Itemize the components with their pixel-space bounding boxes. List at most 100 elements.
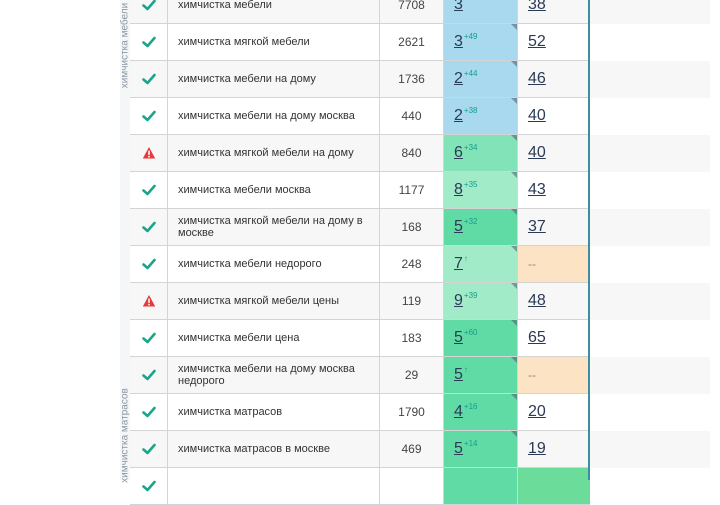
competitor-link[interactable]: 38	[528, 0, 546, 13]
competitor-link[interactable]: 65	[528, 329, 546, 346]
volume-cell: 29	[380, 357, 444, 394]
check-icon	[141, 406, 156, 418]
position-link[interactable]: 9	[454, 292, 463, 309]
volume-cell: 1790	[380, 394, 444, 431]
status-cell	[130, 172, 168, 209]
competitor-cell[interactable]: 38	[518, 0, 590, 24]
competitor-link[interactable]: 43	[528, 181, 546, 198]
table-row: химчистка мебели на дому москва 440 2 +38 40	[130, 98, 710, 135]
position-link[interactable]: 2	[454, 107, 463, 124]
table-row: химчистка мебели на дому 1736 2 +44 46	[130, 61, 710, 98]
position-cell[interactable]: 5 +60	[444, 320, 518, 357]
keyword-cell: химчистка мягкой мебели на дому в москве	[168, 209, 380, 246]
competitor-link[interactable]: 19	[528, 440, 546, 457]
position-cell[interactable]	[444, 468, 518, 505]
position-cell[interactable]: 5 +32	[444, 209, 518, 246]
position-cell[interactable]: 3 +49	[444, 24, 518, 61]
table-row: химчистка мебели цена 183 5 +60 65	[130, 320, 710, 357]
warning-icon	[142, 147, 155, 159]
position-delta: +44	[463, 68, 478, 78]
position-delta: +39	[463, 290, 478, 300]
competitor-link[interactable]: 52	[528, 33, 546, 50]
competitor-cell[interactable]: 52	[518, 24, 590, 61]
check-icon	[141, 73, 156, 85]
competitor-cell[interactable]: 65	[518, 320, 590, 357]
position-link[interactable]: 5	[454, 440, 463, 457]
position-cell[interactable]: 7 ↑	[444, 246, 518, 283]
position-delta: ↑	[463, 253, 468, 263]
position-link[interactable]: 7	[454, 255, 463, 272]
position-cell[interactable]: 8 +35	[444, 172, 518, 209]
status-cell	[130, 98, 168, 135]
volume-cell: 183	[380, 320, 444, 357]
corner-marker-icon	[511, 357, 517, 363]
position-delta: +38	[463, 105, 478, 115]
corner-marker-icon	[511, 135, 517, 141]
keyword-cell: химчистка мебели на дому москва недорого	[168, 357, 380, 394]
status-cell	[130, 61, 168, 98]
status-cell	[130, 394, 168, 431]
position-link[interactable]: 5	[454, 366, 463, 383]
competitor-link[interactable]: 40	[528, 107, 546, 124]
volume-cell: 168	[380, 209, 444, 246]
corner-marker-icon	[511, 209, 517, 215]
position-link[interactable]: 5	[454, 218, 463, 235]
position-link[interactable]: 3	[454, 0, 463, 13]
position-link[interactable]: 3	[454, 33, 463, 50]
competitor-cell	[518, 468, 590, 505]
competitor-cell[interactable]: 20	[518, 394, 590, 431]
position-cell[interactable]: 2 +44	[444, 61, 518, 98]
competitor-cell[interactable]: 40	[518, 135, 590, 172]
status-cell	[130, 357, 168, 394]
competitor-cell[interactable]: 40	[518, 98, 590, 135]
status-cell	[130, 468, 168, 505]
check-icon	[141, 36, 156, 48]
keyword-cell: химчистка мягкой мебели на дому	[168, 135, 380, 172]
corner-marker-icon	[511, 320, 517, 326]
volume-cell: 1177	[380, 172, 444, 209]
corner-marker-icon	[511, 431, 517, 437]
position-cell[interactable]: 5 ↑	[444, 357, 518, 394]
check-icon	[141, 332, 156, 344]
competitor-cell[interactable]: 46	[518, 61, 590, 98]
position-cell[interactable]: 4 +16	[444, 394, 518, 431]
status-cell	[130, 135, 168, 172]
competitor-link[interactable]: 37	[528, 218, 546, 235]
competitor-link[interactable]: 40	[528, 144, 546, 161]
check-icon	[141, 184, 156, 196]
position-link[interactable]: 6	[454, 144, 463, 161]
position-cell[interactable]: 2 +38	[444, 98, 518, 135]
competitor-cell[interactable]: 19	[518, 431, 590, 468]
check-icon	[141, 110, 156, 122]
position-link[interactable]: 4	[454, 403, 463, 420]
position-cell[interactable]: 3	[444, 0, 518, 24]
competitor-empty: --	[528, 257, 536, 271]
status-cell	[130, 246, 168, 283]
position-link[interactable]: 8	[454, 181, 463, 198]
position-cell[interactable]: 9 +39	[444, 283, 518, 320]
table-row: химчистка мягкой мебели цены 119 9 +39 48	[130, 283, 710, 320]
volume-cell: 248	[380, 246, 444, 283]
position-link[interactable]: 5	[454, 329, 463, 346]
competitor-cell[interactable]: 48	[518, 283, 590, 320]
competitor-link[interactable]: 20	[528, 403, 546, 420]
corner-marker-icon	[511, 98, 517, 104]
table-row: химчистка матрасов 1790 4 +16 20	[130, 394, 710, 431]
table-row: химчистка мебели на дому москва недорого…	[130, 357, 710, 394]
keyword-cell: химчистка мягкой мебели	[168, 24, 380, 61]
competitor-cell[interactable]: 37	[518, 209, 590, 246]
corner-marker-icon	[511, 283, 517, 289]
competitor-link[interactable]: 46	[528, 70, 546, 87]
volume-cell	[380, 468, 444, 505]
check-icon	[141, 258, 156, 270]
position-cell[interactable]: 5 +14	[444, 431, 518, 468]
competitor-cell[interactable]: 43	[518, 172, 590, 209]
position-link[interactable]: 2	[454, 70, 463, 87]
position-cell[interactable]: 6 +34	[444, 135, 518, 172]
corner-marker-icon	[511, 61, 517, 67]
keyword-cell: химчистка матрасов в москве	[168, 431, 380, 468]
table-row: химчистка мягкой мебели 2621 3 +49 52	[130, 24, 710, 61]
keyword-cell: химчистка мебели цена	[168, 320, 380, 357]
competitor-link[interactable]: 48	[528, 292, 546, 309]
table-row	[130, 468, 710, 505]
